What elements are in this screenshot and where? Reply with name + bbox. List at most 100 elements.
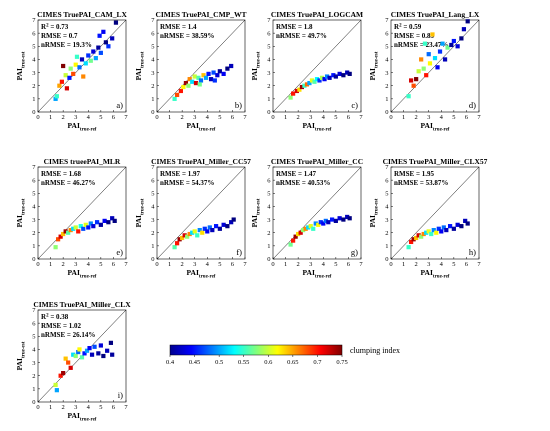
data-point: [84, 348, 90, 353]
y-axis-label: PAItrue-est: [15, 198, 27, 227]
y-tick-label: 0: [32, 399, 35, 406]
y-tick-label: 5: [385, 43, 388, 50]
data-point: [451, 38, 456, 44]
data-point: [427, 61, 433, 66]
colorbar-ticks: 0.4 0.45 0.5 0.55 0.6 0.65 0.7 0.75: [166, 355, 348, 366]
x-tick-label: 3: [74, 404, 77, 411]
y-tick-label: 2: [267, 83, 270, 90]
data-point: [406, 245, 411, 250]
x-axis-label-subscript: true-ref: [315, 128, 332, 133]
x-tick-label: 2: [181, 261, 184, 268]
data-point: [416, 69, 421, 74]
data-point: [96, 45, 101, 50]
data-point: [299, 84, 305, 90]
data-point: [322, 77, 327, 82]
data-point: [106, 44, 111, 49]
data-point: [57, 83, 62, 88]
stat-nrmse: nRMSE = 40.53%: [276, 179, 330, 187]
data-point: [406, 94, 411, 99]
one-to-one-line: [272, 166, 362, 260]
x-axis-label-subscript: true-ref: [80, 128, 97, 133]
data-point: [421, 231, 426, 237]
stat-r2-value: = 0.59: [402, 23, 422, 31]
y-tick-label: 5: [32, 333, 35, 340]
stat-r2-superscript: 2: [46, 314, 49, 319]
data-point: [81, 74, 86, 79]
y-tick-label: 7: [32, 17, 36, 24]
y-tick-label: 3: [151, 70, 154, 77]
stat-rmse: RMSE = 1.68: [41, 170, 81, 178]
data-point: [459, 36, 464, 41]
x-tick-label: 7: [359, 114, 363, 121]
x-tick-label: 6: [465, 261, 469, 268]
x-tick-label: 3: [74, 261, 77, 268]
data-point: [307, 80, 312, 86]
data-point: [66, 230, 71, 235]
data-point: [197, 82, 202, 87]
data-point: [465, 19, 470, 24]
y-tick-label: 6: [385, 30, 389, 37]
data-point: [178, 88, 183, 94]
y-axis-label-subscript: true-est: [141, 198, 146, 215]
data-point: [318, 220, 323, 225]
y-tick-label: 2: [385, 83, 388, 90]
data-point: [419, 57, 424, 62]
data-point: [421, 66, 426, 71]
data-point: [442, 57, 448, 62]
stat-rmse: RMSE = 1.97: [160, 170, 200, 178]
data-point: [465, 221, 470, 226]
data-point: [63, 73, 68, 78]
stat-r2: R2 = 0.38: [41, 313, 69, 321]
x-tick-label: 6: [231, 261, 235, 268]
data-point: [68, 227, 73, 233]
data-point: [422, 41, 428, 46]
y-tick-label: 3: [32, 360, 35, 367]
y-tick-label: 6: [151, 30, 155, 37]
x-tick-label: 2: [297, 261, 300, 268]
y-axis-label: PAItrue-est: [134, 51, 146, 80]
y-tick-label: 1: [267, 96, 270, 103]
data-point: [311, 226, 316, 231]
data-point: [54, 94, 59, 99]
data-point: [202, 226, 207, 231]
panel-label: d): [469, 100, 476, 110]
data-point: [341, 73, 346, 78]
x-tick-label: 0: [271, 114, 274, 121]
x-tick-label: 6: [465, 114, 469, 121]
panel-label: f): [236, 247, 242, 257]
data-point: [101, 29, 106, 34]
data-point: [211, 70, 216, 75]
stat-nrmse: nRMSE = 46.27%: [41, 179, 95, 187]
stat-nrmse: nRMSE = 49.7%: [276, 32, 327, 40]
x-tick-label: 4: [87, 114, 91, 121]
x-tick-label: 6: [347, 261, 351, 268]
data-point: [63, 229, 68, 234]
data-point: [225, 66, 230, 71]
data-point: [411, 83, 416, 88]
y-tick-label: 6: [151, 177, 155, 184]
x-tick-label: 3: [193, 261, 196, 268]
data-point: [317, 78, 322, 83]
data-point: [304, 82, 310, 87]
x-tick-label: 3: [309, 261, 312, 268]
data-point: [345, 70, 350, 75]
data-point: [434, 230, 439, 235]
x-tick-label: 7: [477, 114, 481, 121]
data-point: [88, 221, 93, 226]
data-point: [409, 239, 414, 245]
stat-rmse: RMSE = 1.02: [41, 322, 81, 330]
data-point: [73, 225, 78, 230]
data-point: [187, 231, 192, 237]
y-tick-label: 1: [267, 243, 270, 250]
data-point: [326, 220, 331, 225]
y-axis-label: PAItrue-est: [250, 51, 262, 80]
y-tick-label: 5: [151, 43, 154, 50]
x-tick-label: 4: [440, 261, 444, 268]
data-point: [91, 49, 96, 54]
y-tick-label: 2: [151, 230, 154, 237]
y-tick-label: 4: [151, 57, 155, 64]
x-tick-label: 7: [243, 261, 247, 268]
data-point: [208, 77, 214, 82]
colorbar-tick-label: 0.4: [166, 359, 175, 366]
data-point: [221, 222, 226, 227]
